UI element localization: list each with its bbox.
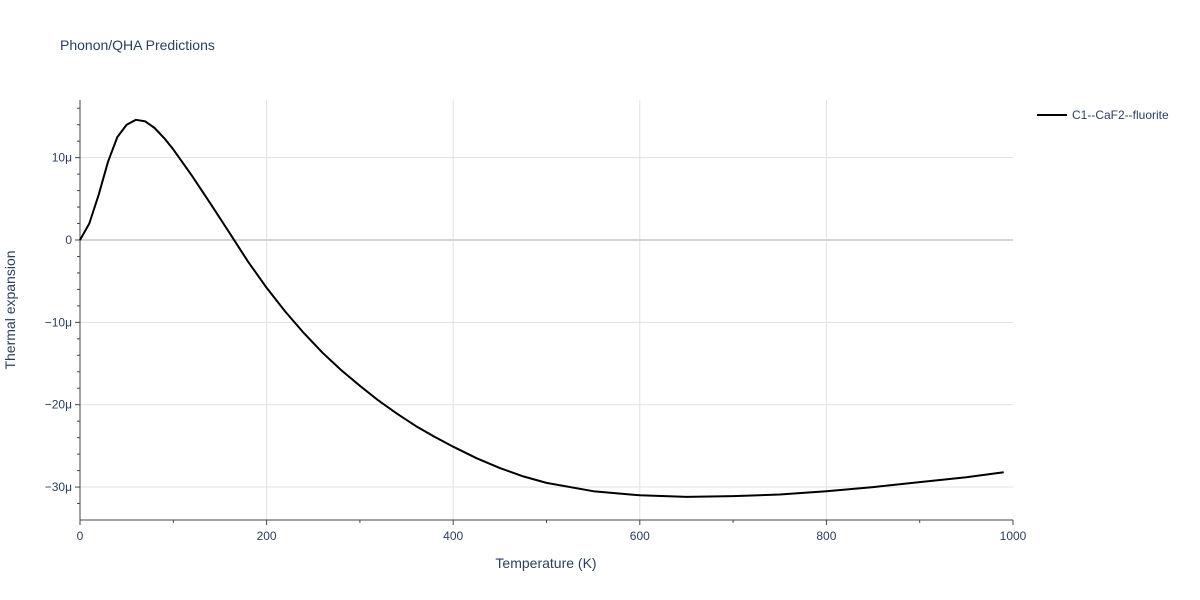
x-axis-title: Temperature (K) [495, 555, 596, 571]
x-tick-label: 600 [630, 529, 650, 543]
chart-title: Phonon/QHA Predictions [60, 37, 215, 53]
legend[interactable]: C1--CaF2--fluorite [1037, 108, 1169, 122]
series-layer [79, 118, 1004, 498]
legend-label: C1--CaF2--fluorite [1072, 108, 1169, 122]
x-tick-label: 200 [257, 529, 277, 543]
x-tick-label: 1000 [1000, 529, 1027, 543]
series-line [79, 118, 1004, 498]
y-tick-label: −10μ [45, 315, 72, 329]
y-tick-label: −20μ [45, 398, 72, 412]
y-tick-label: 0 [65, 233, 72, 247]
y-tick-label: −30μ [45, 480, 72, 494]
y-tick-label: 10μ [52, 151, 72, 165]
axes: 0 200 400 600 800 1000 −30μ −20μ −10μ 0 10μ [45, 100, 1027, 543]
x-tick-label: 800 [816, 529, 836, 543]
x-tick-label: 400 [443, 529, 463, 543]
x-tick-label: 0 [77, 529, 84, 543]
grid [80, 100, 1013, 520]
y-axis-title: Thermal expansion [2, 250, 18, 369]
